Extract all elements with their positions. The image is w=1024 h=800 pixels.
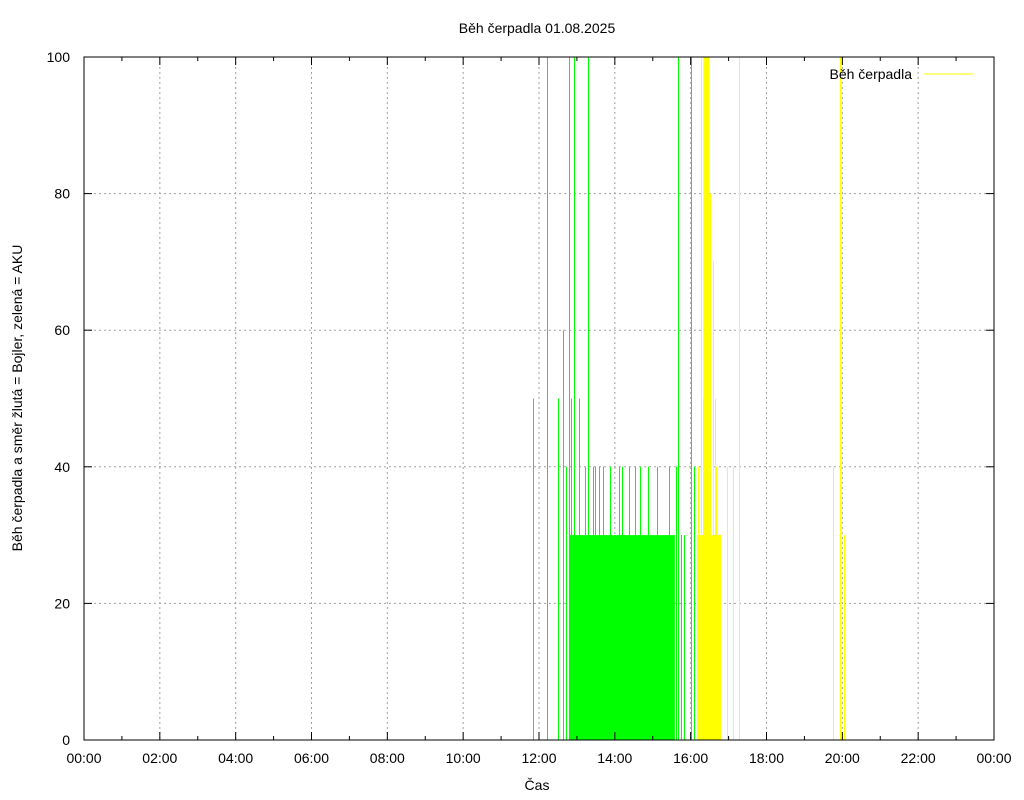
x-tick-label: 00:00 <box>66 750 101 766</box>
x-tick-label: 04:00 <box>218 750 253 766</box>
y-tick-label: 80 <box>54 186 70 202</box>
y-tick-label: 0 <box>62 732 70 748</box>
axis-ticks <box>83 56 995 741</box>
y-tick-label: 20 <box>54 595 70 611</box>
x-axis-label: Čas <box>525 777 550 793</box>
x-tick-label: 20:00 <box>825 750 860 766</box>
x-tick-label: 00:00 <box>976 750 1011 766</box>
x-tick-label: 06:00 <box>294 750 329 766</box>
grid-lines <box>84 57 994 740</box>
x-tick-label: 10:00 <box>446 750 481 766</box>
data-series <box>533 57 845 740</box>
y-axis-tick-labels: 0 20 40 60 80 100 <box>47 49 71 748</box>
series-1 <box>696 57 845 740</box>
x-tick-label: 18:00 <box>749 750 784 766</box>
x-tick-label: 16:00 <box>673 750 708 766</box>
y-tick-label: 40 <box>54 459 70 475</box>
x-tick-label: 12:00 <box>521 750 556 766</box>
legend-label: Běh čerpadla <box>829 66 912 82</box>
x-tick-label: 14:00 <box>597 750 632 766</box>
y-tick-label: 60 <box>54 322 70 338</box>
x-tick-label: 02:00 <box>142 750 177 766</box>
x-tick-label: 08:00 <box>370 750 405 766</box>
y-tick-label: 100 <box>47 49 71 65</box>
series-block <box>588 535 675 740</box>
legend: Běh čerpadla <box>829 66 974 82</box>
chart-title: Běh čerpadla 01.08.2025 <box>459 20 616 36</box>
series-0 <box>533 57 695 740</box>
x-axis-tick-labels: 00:00 02:00 04:00 06:00 08:00 10:00 12:00 14:00… <box>66 750 1011 766</box>
y-axis-label: Běh čerpadla a směr žlutá = Bojler, zele… <box>9 245 25 552</box>
x-tick-label: 22:00 <box>901 750 936 766</box>
